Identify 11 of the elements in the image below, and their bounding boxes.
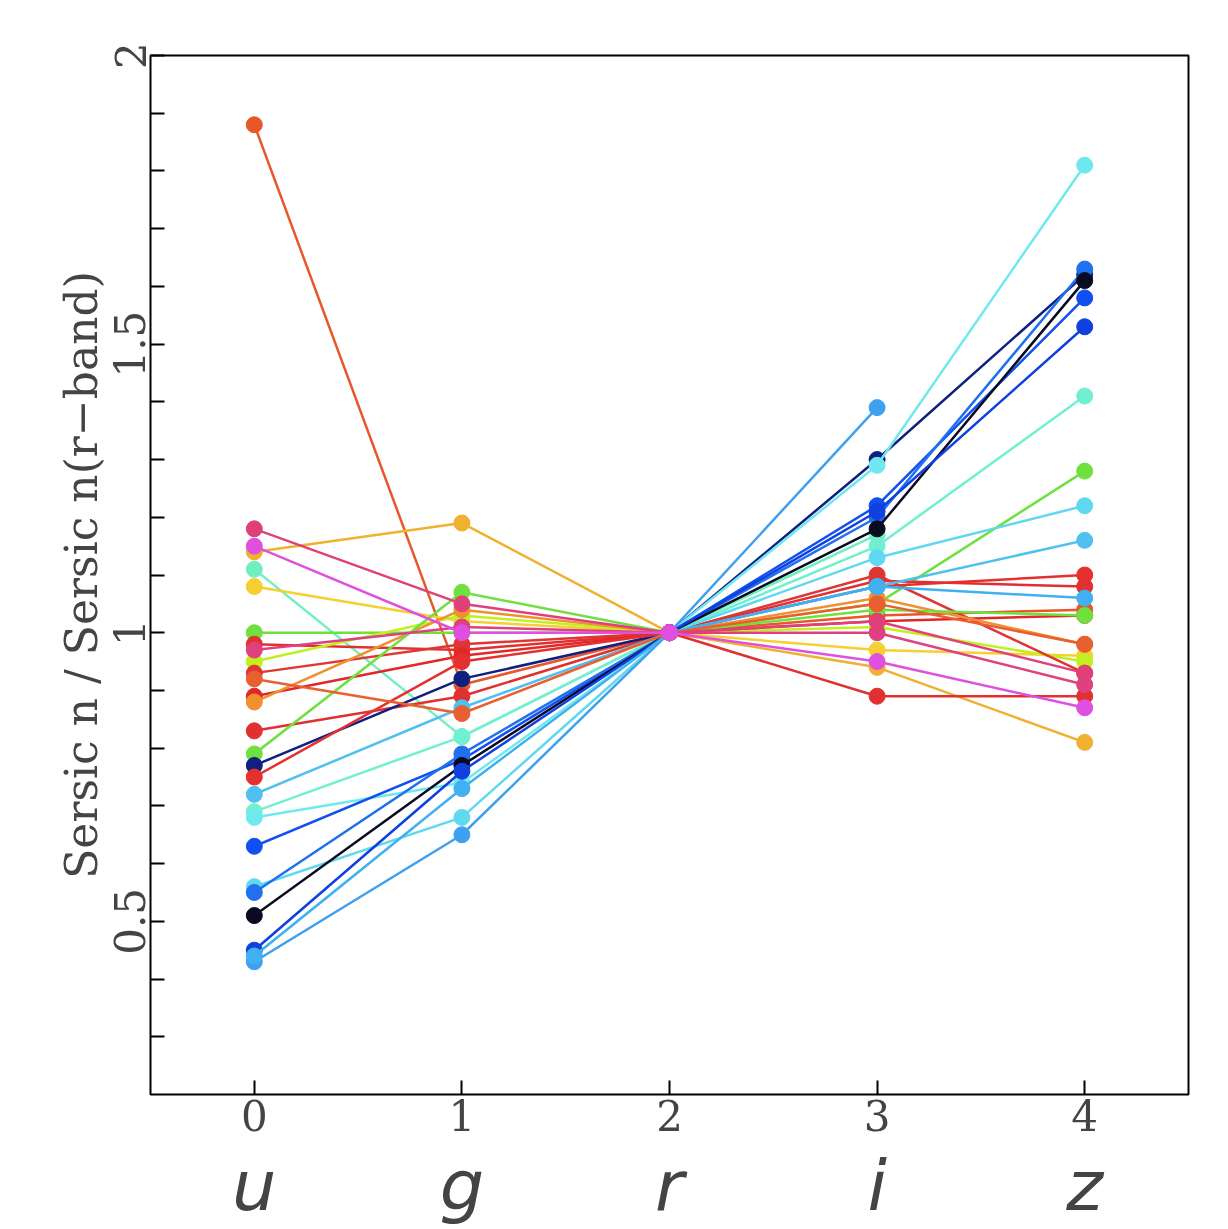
- x-tick-label: 1: [448, 1091, 476, 1141]
- y-tick-label: 0.5: [106, 887, 156, 955]
- x-tick-label: 2: [656, 1091, 683, 1141]
- y-tick-label: 2: [106, 42, 156, 69]
- text: u g r i z: [232, 1144, 1104, 1227]
- x-tick-label: 0: [240, 1091, 268, 1141]
- y-tick-label: 1.5: [106, 310, 156, 378]
- x-tick-label: 3: [863, 1091, 891, 1141]
- y-axis-title: Sersic n / Sersic n(r−band): [55, 271, 107, 879]
- x-tick-label: 4: [1071, 1091, 1099, 1141]
- y-tick-label: 1: [106, 619, 156, 647]
